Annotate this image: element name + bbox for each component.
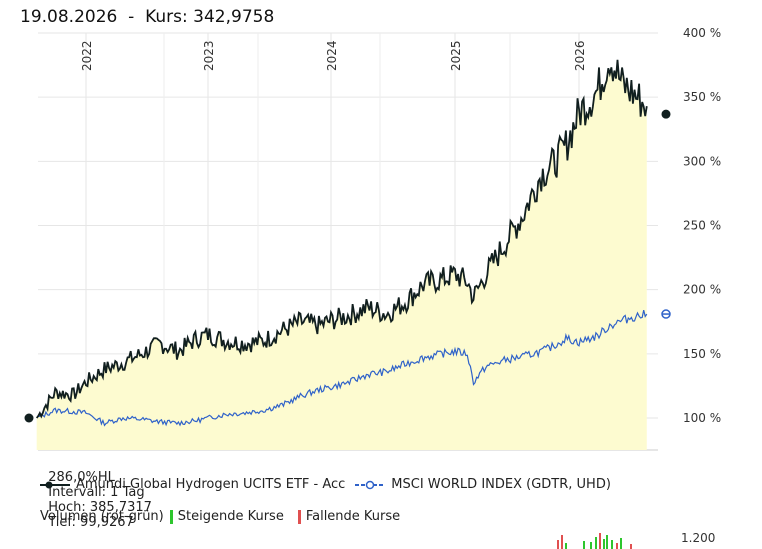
volume-bar-5: [595, 537, 597, 549]
falling-color-swatch: [297, 509, 301, 524]
volume-bar-10: [616, 543, 618, 549]
volume-bar-9: [611, 540, 613, 549]
legend-line-icon-series2: [355, 480, 386, 489]
series1-end-marker: [661, 109, 671, 119]
volume-bar-11: [620, 538, 622, 549]
header-date: 19.08.2026: [20, 7, 118, 27]
chart-lines: [24, 59, 671, 427]
y-tick-label: 150 %: [683, 347, 721, 361]
legend-item-series1[interactable]: Amundi Global Hydrogen UCITS ETF - Acc: [40, 477, 345, 492]
x-tick-label: 2025: [449, 40, 463, 71]
chart-area-fill: [36, 59, 647, 451]
volume-bar-7: [603, 539, 605, 549]
volume-rising-label: Steigende Kurse: [177, 509, 284, 524]
legend-line-icon-series1: [40, 481, 70, 488]
series1-area: [36, 59, 647, 451]
x-axis-ticks: 2022 2023 2024 2025 2026: [80, 40, 587, 71]
stat-change: 286,0%HL: [48, 470, 115, 485]
volume-tick-label: 1.200: [681, 531, 716, 545]
legend-label-series1: Amundi Global Hydrogen UCITS ETF - Acc: [76, 477, 346, 492]
stat-high: Hoch: 385,7317: [48, 500, 152, 515]
x-tick-label: 2022: [80, 40, 94, 71]
x-tick-label: 2023: [202, 40, 216, 71]
legend-item-series2[interactable]: MSCI WORLD INDEX (GDTR, UHD): [355, 477, 611, 492]
volume-title: Volumen (rot-grün): [40, 509, 164, 524]
volume-bars: [557, 533, 632, 549]
volume-bar-12: [630, 544, 632, 549]
volume-bar-2: [565, 543, 567, 549]
y-tick-label: 100 %: [683, 411, 721, 425]
volume-bar-1: [561, 535, 563, 549]
header-separator: -: [128, 7, 135, 27]
stats-bar: 286,0%HL Intervall: 1 Tag Hoch: 385,7317…: [40, 455, 176, 530]
chart-header: 19.08.2026 - Kurs: 342,9758: [20, 7, 274, 27]
y-axis-ticks: 100 % 150 % 200 % 250 % 300 % 350 % 400 %: [683, 26, 721, 425]
legend-label-series2: MSCI WORLD INDEX (GDTR, UHD): [391, 477, 611, 492]
chart-legend: Amundi Global Hydrogen UCITS ETF - Acc M…: [40, 477, 621, 492]
stat-interval: Intervall: 1 Tag: [48, 485, 145, 500]
volume-bar-6: [599, 533, 601, 549]
header-kurs-label: Kurs:: [145, 7, 188, 27]
volume-falling-label: Fallende Kurse: [305, 509, 401, 524]
y-tick-label: 200 %: [683, 283, 721, 297]
x-tick-label: 2024: [325, 40, 339, 71]
x-tick-label: 2026: [573, 40, 587, 71]
y-tick-label: 400 %: [683, 26, 721, 40]
series-line-msci-world: [36, 309, 648, 427]
rising-color-swatch: [169, 509, 173, 524]
y-tick-label: 350 %: [683, 90, 721, 104]
series1-start-marker: [24, 413, 34, 423]
volume-bar-4: [590, 542, 592, 549]
volume-bar-3: [583, 541, 585, 549]
volume-legend: Volumen (rot-grün) Steigende Kurse Falle…: [40, 509, 400, 524]
volume-bar-8: [606, 535, 608, 549]
y-tick-label: 250 %: [683, 219, 721, 233]
stat-low: Tief: 99,9267: [48, 515, 134, 530]
series-line-amundi-hydrogen: [35, 59, 648, 419]
volume-bar-0: [557, 540, 559, 549]
y-tick-label: 300 %: [683, 154, 721, 168]
header-kurs-value: 342,9758: [193, 7, 275, 27]
